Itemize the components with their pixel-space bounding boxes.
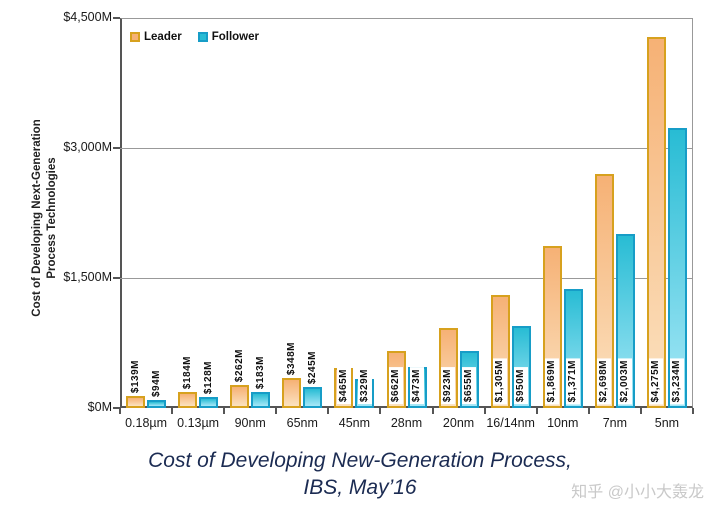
x-tick-label: 20nm	[442, 416, 475, 430]
bar-value-label: $1,869M	[545, 357, 560, 404]
y-tick-label: $3,000M	[63, 140, 112, 154]
bar-value-label: $184M	[181, 355, 193, 389]
x-axis-tick	[692, 408, 694, 414]
bar-value-label: $183M	[254, 355, 266, 389]
legend-item-leader: Leader	[130, 31, 182, 43]
x-tick-label: 5nm	[654, 416, 680, 430]
x-axis-tick	[431, 408, 434, 414]
bar-follower	[303, 387, 323, 408]
bar-leader	[126, 396, 146, 408]
bar-value-label: $4,275M	[649, 357, 664, 404]
x-tick-label: 7nm	[602, 416, 628, 430]
bar-value-label: $1,305M	[493, 357, 508, 404]
chart-caption: Cost of Developing New-Generation Proces…	[0, 447, 720, 501]
x-tick-label: 0.18µm	[125, 416, 168, 430]
bar-value-label: $245M	[306, 350, 318, 384]
bar-leader	[646, 37, 666, 408]
bar-value-label: $139M	[129, 359, 141, 393]
bar-value-label: $329M	[357, 366, 372, 404]
bar-value-label: $128M	[202, 360, 214, 394]
x-axis-tick	[587, 408, 590, 414]
legend-label-follower: Follower	[211, 31, 259, 43]
x-axis-tick	[483, 408, 486, 414]
follower-swatch-icon	[197, 32, 208, 42]
bar-leader	[282, 378, 302, 408]
y-axis-tick	[113, 407, 120, 409]
bar-value-label: $262M	[233, 348, 245, 382]
x-tick-label: 45nm	[338, 416, 371, 430]
bar-follower	[251, 392, 271, 408]
x-tick-label: 28nm	[390, 416, 423, 430]
x-tick-label: 65nm	[286, 416, 318, 430]
bar-leader	[594, 174, 614, 408]
gridline	[120, 278, 693, 279]
gridline	[120, 148, 693, 149]
bar-value-label: $1,371M	[566, 357, 581, 404]
x-axis-tick	[119, 408, 121, 414]
bar-value-label: $2,698M	[597, 357, 612, 404]
bar-value-label: $473M	[410, 366, 424, 404]
x-tick-label: 0.13µm	[177, 416, 220, 430]
leader-swatch-icon	[130, 32, 140, 42]
bar-follower	[199, 397, 219, 408]
x-axis-tick	[379, 408, 382, 414]
y-tick-label: $0M	[87, 400, 112, 414]
y-axis-tick	[113, 147, 120, 149]
x-tick-label: 10nm	[547, 416, 579, 430]
bar-value-label: $94M	[150, 369, 162, 397]
x-axis-tick	[223, 408, 226, 414]
bar-value-label: $923M	[441, 366, 456, 404]
x-axis-tick	[639, 408, 642, 414]
caption-line2: IBS, May’16	[303, 476, 417, 499]
x-tick-label: 16/14nm	[486, 416, 535, 430]
legend: Leader Follower	[130, 31, 259, 43]
bar-value-label: $465M	[336, 366, 351, 404]
bar-value-label: $662M	[389, 366, 403, 404]
bar-value-label: $3,234M	[670, 357, 685, 404]
y-axis-tick	[113, 17, 120, 19]
bar-value-label: $950M	[514, 366, 529, 404]
y-tick-label: $1,500M	[63, 270, 112, 284]
watermark: 知乎 @小小大轰龙	[571, 484, 704, 501]
x-axis-tick	[275, 408, 278, 414]
x-axis-tick	[171, 408, 174, 414]
y-tick-label: $4,500M	[63, 10, 112, 24]
bar-value-label: $348M	[285, 341, 297, 375]
bar-follower	[667, 128, 687, 408]
bar-leader	[178, 392, 198, 408]
x-tick-label: 90nm	[234, 416, 266, 430]
bar-follower	[147, 400, 167, 408]
legend-item-follower: Follower	[197, 31, 259, 43]
caption-line1: Cost of Developing New-Generation Proces…	[148, 449, 572, 472]
legend-label-leader: Leader	[144, 31, 182, 43]
bar-value-label: $655M	[462, 366, 477, 404]
x-axis-tick	[327, 408, 330, 414]
x-axis-tick	[535, 408, 538, 414]
y-axis-tick	[113, 277, 120, 279]
bar-leader	[230, 385, 250, 408]
bar-value-label: $2,003M	[618, 357, 633, 404]
plot-area	[120, 18, 693, 408]
